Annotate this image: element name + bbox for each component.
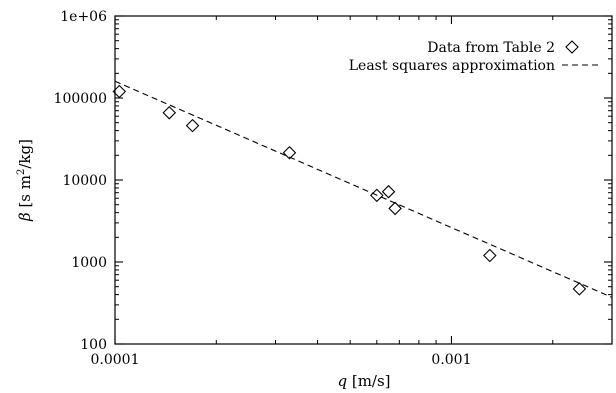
y-tick-label: 1000: [71, 255, 107, 271]
legend: Data from Table 2 Least squares approxim…: [349, 40, 602, 74]
legend-marker-diamond: [566, 41, 578, 53]
data-point-diamond: [389, 202, 401, 214]
data-point-diamond: [187, 120, 199, 132]
least-squares-line: [115, 81, 612, 297]
x-tick-label: 0.0001: [91, 352, 140, 368]
legend-label-fit: Least squares approximation: [349, 58, 555, 74]
data-point-diamond: [383, 186, 395, 198]
data-point-diamond: [163, 107, 175, 119]
data-points: [113, 86, 585, 295]
y-tick-label: 1e+06: [60, 9, 107, 25]
y-axis-label: β [s m2/kg]: [16, 139, 34, 222]
y-tick-label: 10000: [62, 173, 107, 189]
data-point-diamond: [484, 250, 496, 262]
x-tick-label: 0.001: [431, 352, 471, 368]
legend-label-data: Data from Table 2: [427, 40, 555, 56]
x-axis-label: q [m/s]: [337, 372, 390, 390]
y-tick-label: 100: [80, 337, 107, 353]
y-tick-label: 100000: [54, 91, 107, 107]
